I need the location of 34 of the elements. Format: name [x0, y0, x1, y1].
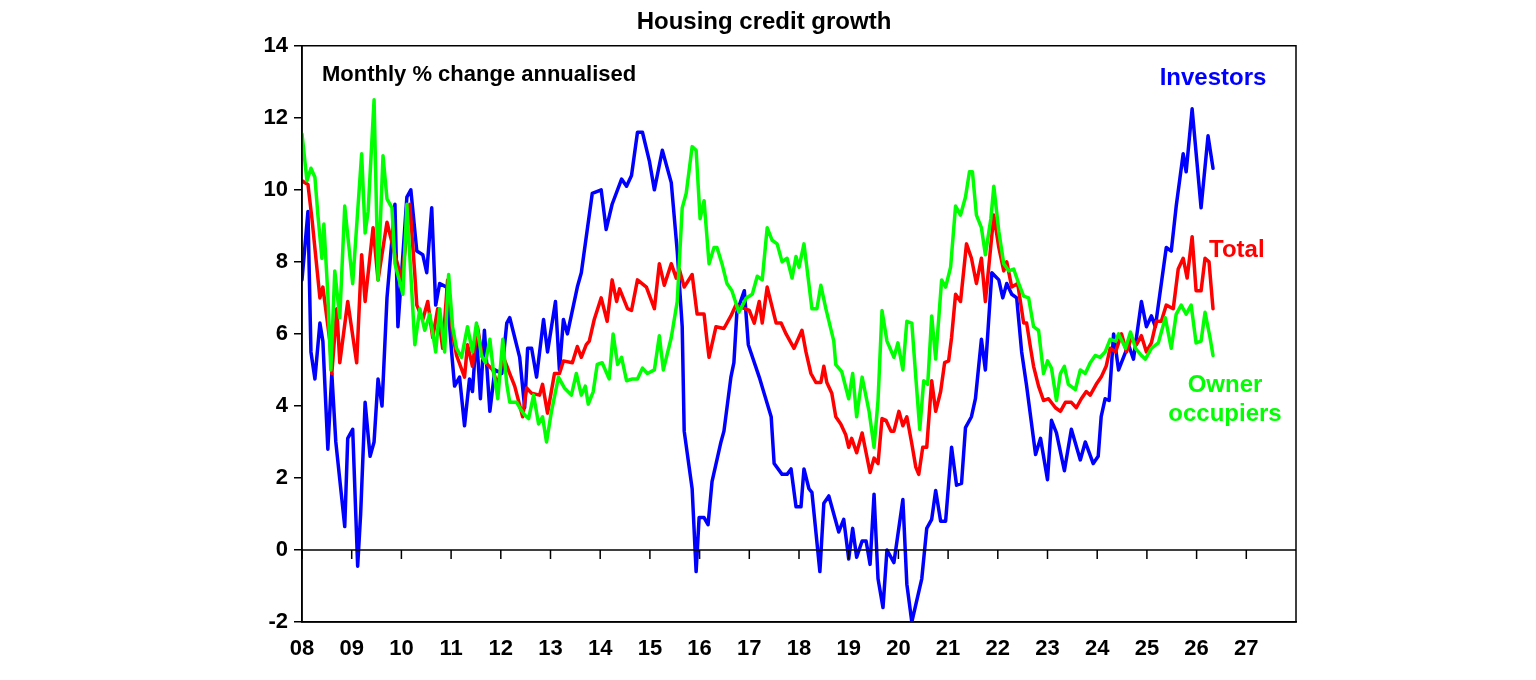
x-tick-label: 19	[836, 635, 861, 661]
x-tick-label: 12	[488, 635, 514, 661]
x-tick-label: 09	[339, 635, 364, 661]
y-tick-label: 4	[275, 391, 289, 417]
x-tick-label: 27	[1234, 635, 1259, 661]
x-tick-label: 25	[1134, 635, 1160, 661]
y-tick-label: 2	[275, 464, 288, 490]
x-tick-label: 20	[886, 635, 911, 661]
x-tick-label: 15	[637, 635, 663, 661]
y-tick-label: 0	[275, 536, 288, 562]
x-tick-label: 26	[1184, 635, 1209, 661]
y-tick-label: -2	[268, 608, 288, 634]
y-tick-label: 8	[275, 247, 288, 273]
y-tick-label: 10	[263, 175, 288, 201]
x-tick-label: 24	[1084, 635, 1111, 661]
series-label: Investors	[1159, 62, 1267, 90]
series-label: Total	[1209, 234, 1265, 262]
chart-title: Housing credit growth	[636, 7, 892, 35]
x-tick-label: 18	[786, 635, 812, 661]
x-tick-label: 10	[389, 635, 414, 661]
x-tick-label: 13	[538, 635, 563, 661]
x-tick-label: 17	[737, 635, 762, 661]
x-tick-label: 08	[289, 635, 315, 661]
x-tick-label: 22	[985, 635, 1011, 661]
series-label: Owner occupiers	[1168, 369, 1282, 426]
annotation: Monthly % change annualised	[322, 60, 637, 86]
y-tick-label: 12	[263, 103, 288, 129]
x-tick-label: 14	[587, 635, 614, 661]
x-tick-label: 21	[935, 635, 961, 661]
x-tick-label: 11	[439, 635, 463, 661]
y-tick-label: 6	[275, 319, 288, 345]
y-tick-label: 14	[263, 31, 289, 57]
x-tick-label: 23	[1035, 635, 1060, 661]
x-tick-label: 16	[687, 635, 712, 661]
